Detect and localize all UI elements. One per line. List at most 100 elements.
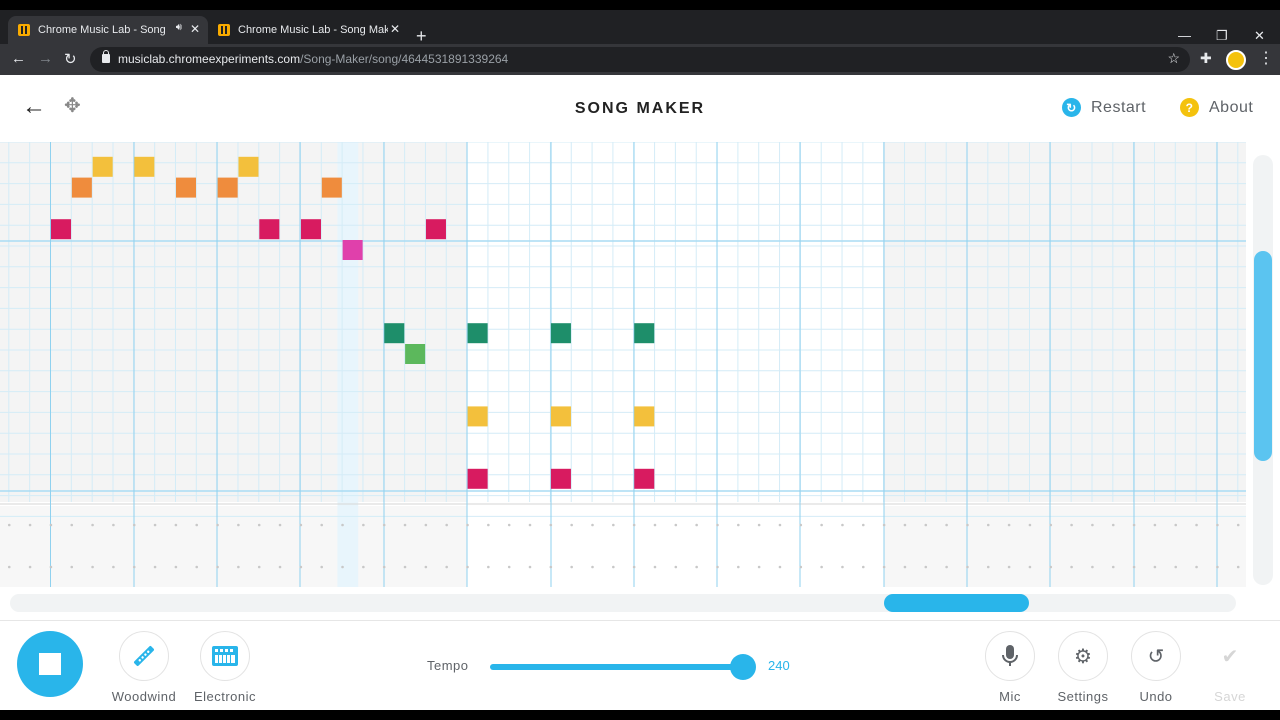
drum-dot	[341, 565, 344, 569]
drum-dot	[612, 523, 615, 527]
tab-close-icon[interactable]: ✕	[389, 22, 400, 36]
tab-title: Chrome Music Lab - Song Maker	[238, 24, 388, 36]
horizontal-scroll-thumb[interactable]	[884, 594, 1029, 612]
drum-dot	[737, 523, 740, 527]
browser-menu-icon[interactable]: ⋮	[1258, 50, 1274, 67]
drum-dot	[674, 523, 678, 527]
restart-button[interactable]: ↻ Restart	[1062, 98, 1146, 117]
drum-dot	[1174, 523, 1178, 527]
drum-dot	[257, 523, 261, 527]
drum-dot	[841, 565, 844, 569]
settings-button[interactable]: ⚙ Settings	[1043, 631, 1123, 704]
note-block	[71, 177, 92, 198]
tempo-slider-track[interactable]	[490, 664, 745, 670]
note-block	[550, 406, 571, 427]
note-block	[300, 219, 321, 240]
reload-icon[interactable]: ↻	[64, 51, 77, 68]
address-bar[interactable]: musiclab.chromeexperiments.com/Song-Make…	[90, 47, 1190, 72]
bookmark-star-icon[interactable]: ☆	[1167, 50, 1180, 66]
instrument-electronic-button[interactable]: Electronic	[185, 631, 265, 704]
tempo-value: 240	[768, 658, 790, 673]
drum-dot	[861, 523, 865, 527]
drum-dot	[549, 523, 553, 527]
drum-dot	[861, 565, 865, 569]
drum-dot	[424, 523, 428, 527]
url-path: /Song-Maker/song/4644531891339264	[300, 52, 509, 66]
note-block	[384, 323, 405, 344]
help-icon: ?	[1180, 98, 1199, 117]
song-maker-app: ← ✥ SONG MAKER ↻ Restart ? About	[0, 75, 1280, 710]
drum-dot	[820, 565, 823, 569]
drum-dot	[216, 565, 219, 569]
about-label: About	[1209, 98, 1254, 116]
instrument-woodwind-button[interactable]: Woodwind	[104, 631, 184, 704]
drum-dot	[153, 565, 157, 569]
drum-dot	[112, 523, 115, 527]
forward-nav-icon[interactable]: →	[38, 50, 53, 67]
undo-label: Undo	[1139, 689, 1173, 704]
bottom-controls: Woodwind Electronic Tempo	[0, 620, 1280, 710]
stop-button[interactable]	[17, 631, 83, 697]
drum-dot	[487, 565, 490, 569]
profile-avatar[interactable]	[1226, 50, 1246, 70]
drum-dot	[153, 523, 157, 527]
drum-dot	[1153, 523, 1157, 527]
about-button[interactable]: ? About	[1180, 98, 1253, 117]
drum-dot	[799, 565, 803, 569]
drum-dot	[1174, 565, 1178, 569]
note-grid[interactable]	[0, 142, 1246, 587]
drum-dot	[674, 565, 678, 569]
drum-dot	[174, 523, 178, 527]
drum-dot	[903, 523, 907, 527]
minimize-icon[interactable]: —	[1178, 28, 1191, 43]
drum-dot	[1236, 565, 1240, 569]
note-block	[550, 468, 571, 489]
note-block	[259, 219, 280, 240]
drum-dot	[966, 523, 969, 527]
drum-dot	[362, 523, 365, 527]
extensions-icon[interactable]: ✚	[1200, 50, 1212, 66]
drum-dot	[570, 565, 573, 569]
save-button[interactable]: ✔ Save	[1190, 631, 1270, 705]
drum-dot	[882, 523, 886, 527]
window-bottom-edge	[0, 710, 1280, 720]
move-icon[interactable]: ✥	[64, 95, 81, 117]
tempo-slider-handle[interactable]	[730, 654, 756, 680]
drum-dot	[195, 565, 199, 569]
tab-close-icon[interactable]: ✕	[189, 22, 200, 36]
browser-tab-active[interactable]: Chrome Music Lab - Song M 🔊︎ ✕	[8, 16, 208, 44]
mic-button[interactable]: Mic	[970, 631, 1050, 704]
undo-button[interactable]: ↺ Undo	[1116, 631, 1196, 704]
drum-dot	[299, 523, 303, 527]
new-tab-icon[interactable]: +	[416, 26, 427, 46]
maximize-icon[interactable]: ❐	[1216, 28, 1228, 43]
drum-dot	[882, 565, 886, 569]
window-top-edge	[0, 0, 1280, 10]
tab-audio-icon[interactable]: 🔊︎	[175, 22, 182, 33]
back-nav-icon[interactable]: ←	[11, 50, 26, 67]
browser-toolbar: ← → ↻ musiclab.chromeexperiments.com/Son…	[0, 44, 1280, 75]
drum-dot	[653, 523, 657, 527]
back-arrow-icon[interactable]: ←	[22, 93, 46, 120]
grid-canvas[interactable]	[0, 142, 1246, 587]
gear-icon: ⚙	[1058, 631, 1108, 681]
drum-dot	[778, 565, 782, 569]
drum-dot	[799, 523, 803, 527]
drum-dot	[237, 523, 240, 527]
drum-dot	[320, 523, 324, 527]
note-block	[238, 156, 259, 177]
drum-dot	[570, 523, 573, 527]
drum-dot	[7, 523, 11, 527]
horizontal-scrollbar[interactable]	[10, 594, 1236, 612]
close-window-icon[interactable]: ✕	[1254, 28, 1265, 43]
drum-dot	[1049, 523, 1053, 527]
drum-dot	[466, 523, 469, 527]
drum-dot	[91, 565, 94, 569]
restart-label: Restart	[1091, 98, 1147, 116]
drum-dot	[28, 565, 32, 569]
url-text[interactable]: musiclab.chromeexperiments.com/Song-Make…	[118, 52, 508, 66]
browser-tab[interactable]: Chrome Music Lab - Song Maker ✕	[208, 16, 408, 44]
drum-dot	[986, 565, 990, 569]
drum-dot	[28, 523, 32, 527]
vertical-scroll-thumb[interactable]	[1254, 251, 1272, 461]
